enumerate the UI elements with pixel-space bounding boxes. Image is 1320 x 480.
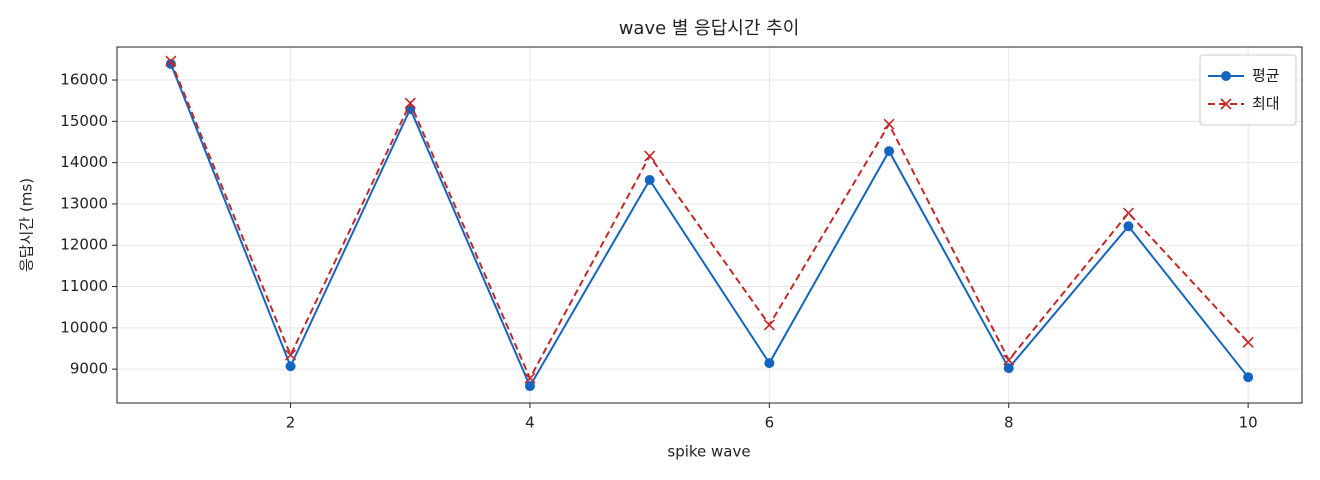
point <box>524 372 536 384</box>
point <box>1243 372 1254 383</box>
point <box>1122 207 1135 219</box>
x-tick-label: 8 <box>1004 414 1014 432</box>
point <box>1242 336 1254 348</box>
y-tick-label: 12000 <box>60 236 108 254</box>
legend-label: 최대 <box>1252 95 1280 113</box>
point <box>165 55 177 67</box>
point <box>1123 221 1134 232</box>
point <box>884 146 895 157</box>
series-line <box>169 63 1249 389</box>
x-tick-label: 10 <box>1239 414 1258 432</box>
point <box>285 361 296 372</box>
x-tick-label: 4 <box>525 414 535 432</box>
point <box>284 349 297 361</box>
point <box>644 150 656 162</box>
y-tick-label: 15000 <box>60 112 108 130</box>
legend-label: 평균 <box>1252 67 1280 85</box>
legend-box <box>1199 54 1297 126</box>
point <box>644 174 655 185</box>
y-tick-label: 9000 <box>70 360 108 378</box>
point <box>764 358 775 369</box>
x-tick-label: 6 <box>765 414 775 432</box>
point <box>763 319 775 331</box>
point <box>883 118 895 130</box>
x-tick-label: 2 <box>286 414 296 432</box>
y-tick-label: 10000 <box>60 318 108 336</box>
y-tick-label: 11000 <box>60 277 108 295</box>
plot-frame <box>116 46 1303 404</box>
point <box>1003 363 1014 374</box>
y-tick-label: 16000 <box>60 71 108 89</box>
y-tick-label: 14000 <box>60 153 108 171</box>
point <box>404 97 416 109</box>
series-line <box>169 60 1249 381</box>
y-axis-label: 응답시간 (ms) <box>18 178 36 272</box>
legend-marker <box>1220 98 1232 110</box>
legend-marker <box>1221 71 1231 81</box>
chart-title: wave 별 응답시간 추이 <box>619 18 800 39</box>
y-tick-label: 13000 <box>60 194 108 212</box>
x-axis-label: spike wave <box>667 443 750 461</box>
point <box>524 381 535 392</box>
point <box>1003 354 1015 366</box>
